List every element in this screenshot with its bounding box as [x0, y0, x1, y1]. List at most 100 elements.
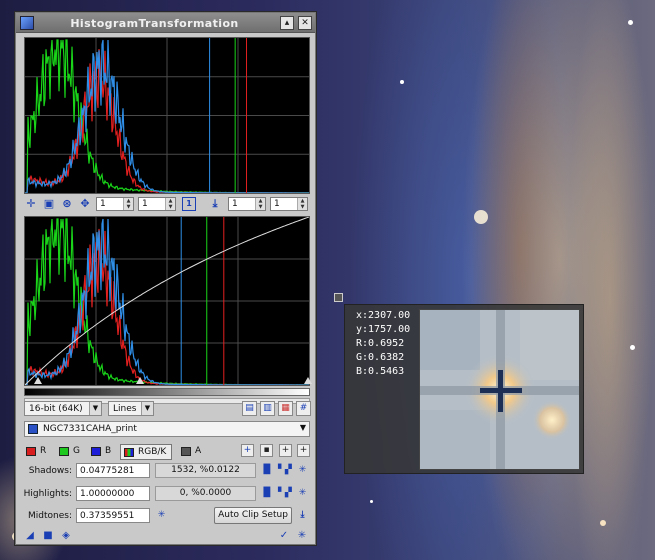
new-instance-icon[interactable]: ◢	[26, 530, 34, 541]
graph-style-icon-3[interactable]: ▦	[278, 401, 293, 416]
channel-r-label: R	[40, 446, 47, 456]
channel-r-button[interactable]: R	[26, 444, 58, 460]
apply-global-icon[interactable]: ■	[43, 530, 53, 541]
spin-arrows-icon[interactable]: ▲ ▼	[123, 198, 133, 210]
title-bar[interactable]: HistogramTransformation ▴ ✕	[16, 13, 315, 33]
magnified-pixels	[420, 310, 579, 469]
spin-arrows-icon[interactable]: ▲ ▼	[255, 198, 265, 210]
readout-magnifier	[419, 309, 580, 470]
resolution-value: 16-bit (64K)	[29, 404, 83, 414]
midtones-reset-icon[interactable]: ✳	[157, 510, 166, 520]
grid-icon[interactable]: #	[296, 401, 311, 416]
star	[630, 345, 635, 350]
spin-arrows-icon[interactable]: ▲ ▼	[165, 198, 175, 210]
close-icon[interactable]: ✕	[298, 16, 312, 30]
one-to-one-icon[interactable]: 1	[182, 197, 196, 211]
arrow-down-icon[interactable]: ⤓	[212, 197, 218, 210]
readout-r: R:0.6952	[356, 338, 405, 349]
star	[628, 20, 633, 25]
output-horizontal-zoom-spinbox[interactable]: 1 ▲ ▼	[228, 197, 266, 211]
highlights-clip-icon[interactable]: ▘▞	[278, 488, 292, 498]
crosshair-icon[interactable]: ✛	[26, 197, 36, 210]
vertical-zoom-spinbox[interactable]: 1 ▲ ▼	[138, 197, 176, 211]
reset-all-icon[interactable]: ▪	[260, 444, 273, 457]
alpha-swatch-icon	[181, 447, 191, 456]
shadows-reset-icon[interactable]: ✳	[298, 465, 307, 475]
readout-y: y:1757.00	[356, 324, 411, 335]
pan-icon[interactable]: ✥	[80, 197, 90, 210]
highlights-auto-icon[interactable]: ▐▌	[260, 488, 274, 498]
red-swatch-icon	[26, 447, 36, 456]
star	[600, 520, 606, 526]
highlights-slider-handle[interactable]	[304, 377, 312, 384]
add-all-icon[interactable]: +	[297, 444, 310, 457]
view-name: NGC7331CAHA_print	[43, 424, 137, 434]
chevron-down-icon: ▼	[89, 402, 101, 415]
midtones-label: Midtones:	[28, 511, 72, 521]
channel-rgbk-label: RGB/K	[138, 447, 167, 457]
midtones-input[interactable]: 0.37359551	[76, 508, 150, 523]
highlights-label: Highlights:	[23, 489, 72, 499]
view-selector[interactable]: NGC7331CAHA_print ▼	[24, 421, 310, 437]
pixinsight-logo-icon	[20, 16, 34, 30]
channel-b-label: B	[105, 446, 112, 456]
zoom-fit-icon[interactable]: ▣	[43, 197, 55, 210]
apply-icon[interactable]: ✓	[279, 530, 289, 541]
transfer-curve	[25, 217, 309, 385]
transfer-slider-track[interactable]	[24, 388, 310, 396]
output-histogram-graph	[25, 217, 309, 385]
highlights-reset-icon[interactable]: ✳	[298, 488, 307, 498]
shadows-value: 0.04775281	[80, 466, 135, 476]
resolution-select[interactable]: 16-bit (64K) ▼	[24, 401, 102, 416]
histogram-blue-series	[25, 218, 309, 385]
graph-style-icon-2[interactable]: ▥	[260, 401, 275, 416]
zoom-in-icon[interactable]: ⊛	[62, 197, 72, 210]
highlights-input[interactable]: 1.00000000	[76, 486, 150, 501]
star	[370, 500, 373, 503]
graph-style-select[interactable]: Lines ▼	[108, 401, 154, 416]
readout-b: B:0.5463	[356, 366, 405, 377]
spin-arrows-icon[interactable]: ▲ ▼	[297, 198, 307, 210]
arrow-down-icon[interactable]: ⤓	[300, 510, 305, 520]
channel-rgbk-button[interactable]: RGB/K	[120, 444, 172, 460]
horizontal-zoom-spinbox[interactable]: 1 ▲ ▼	[96, 197, 134, 211]
output-vertical-zoom-value: 1	[274, 199, 280, 209]
star	[474, 210, 488, 224]
shadows-slider-handle[interactable]	[34, 377, 42, 384]
horizontal-zoom-value: 1	[100, 199, 106, 209]
histogram-blue-series	[25, 39, 309, 193]
highlights-value: 1.00000000	[80, 489, 135, 499]
channel-g-button[interactable]: G	[59, 444, 91, 460]
channel-a-button[interactable]: A	[181, 444, 213, 460]
channel-b-button[interactable]: B	[91, 444, 123, 460]
output-histogram[interactable]	[24, 216, 310, 386]
window-title: HistogramTransformation	[70, 17, 239, 30]
green-swatch-icon	[59, 447, 69, 456]
shadows-input[interactable]: 0.04775281	[76, 463, 150, 478]
channel-a-label: A	[195, 446, 202, 456]
input-histogram-graph	[25, 38, 309, 193]
midtones-value: 0.37359551	[80, 511, 135, 521]
vertical-zoom-value: 1	[142, 199, 148, 209]
shadows-label: Shadows:	[28, 466, 72, 476]
input-histogram[interactable]	[24, 37, 310, 194]
blue-swatch-icon	[91, 447, 101, 456]
graph-style-icon-1[interactable]: ▤	[242, 401, 257, 416]
midtones-slider-handle[interactable]	[136, 377, 144, 384]
shadows-auto-icon[interactable]: ▐▌	[260, 465, 274, 475]
star	[400, 80, 404, 84]
shadows-clip-icon[interactable]: ▘▞	[278, 465, 292, 475]
reset-icon[interactable]: ✳	[297, 530, 307, 541]
real-time-preview-icon[interactable]: ◈	[62, 530, 70, 541]
readout-x: x:2307.00	[356, 310, 411, 321]
output-horizontal-zoom-value: 1	[232, 199, 238, 209]
auto-clip-setup-button[interactable]: Auto Clip Setup	[214, 507, 292, 524]
rgb-swatch-icon	[124, 448, 134, 457]
shadows-clipping-readout: 1532, %0.0122	[155, 463, 256, 478]
add-icon[interactable]: +	[279, 444, 292, 457]
graph-style-value: Lines	[113, 404, 137, 414]
channel-g-label: G	[73, 446, 80, 456]
output-vertical-zoom-spinbox[interactable]: 1 ▲ ▼	[270, 197, 308, 211]
shade-icon[interactable]: ▴	[280, 16, 294, 30]
reset-channel-icon[interactable]: +	[241, 444, 254, 457]
